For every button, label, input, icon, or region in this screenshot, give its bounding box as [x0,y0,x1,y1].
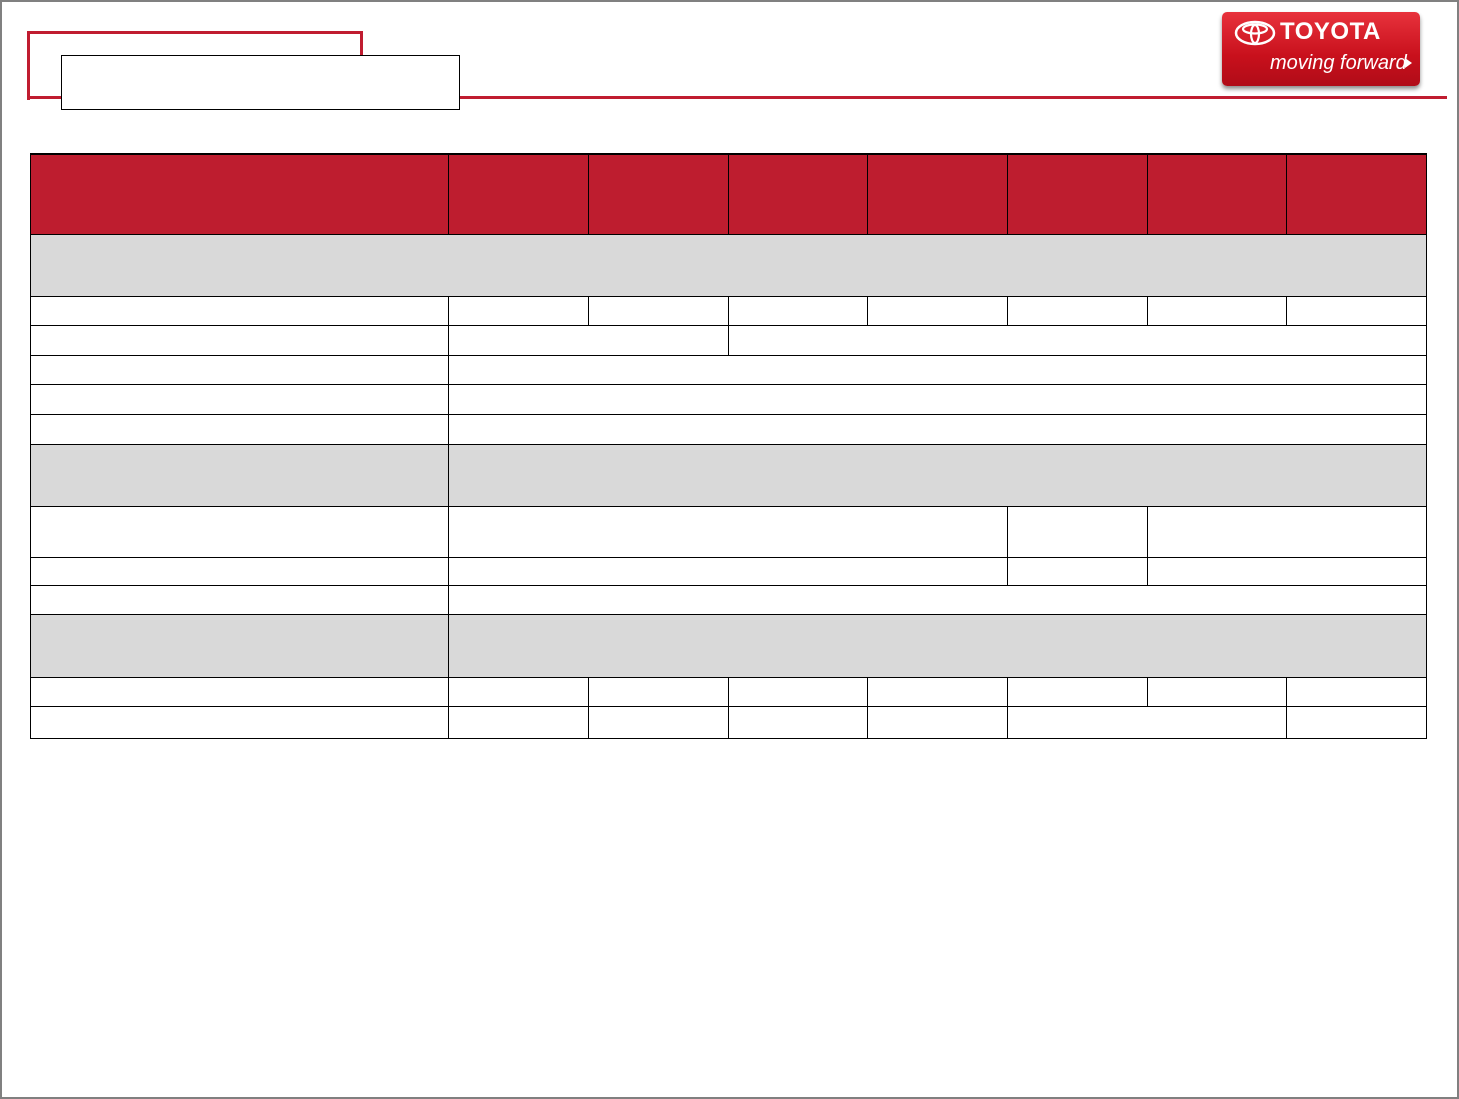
header-cell [30,153,449,235]
header-cell [1147,153,1287,235]
table-row [30,706,1427,739]
cell [867,706,1008,739]
cell [448,677,589,707]
section-row [30,234,1427,297]
cell [448,706,589,739]
cell [448,325,729,356]
cell [30,325,449,356]
cell [1007,706,1287,739]
cell [1286,677,1427,707]
section-row [30,614,1427,678]
cell [1147,296,1287,326]
header-cell [1286,153,1427,235]
cell [30,414,449,445]
page-title [61,55,460,110]
header-cell [448,153,589,235]
cell [448,557,1008,586]
cell [867,296,1008,326]
section-cell [30,444,449,507]
table-row [30,506,1427,558]
cell [448,384,1427,415]
cell [30,355,449,385]
toyota-logo: TOYOTA moving forward [1222,12,1420,86]
cell [867,677,1008,707]
cell [30,296,449,326]
cell [1007,506,1148,558]
section-cell [30,234,1427,297]
cell [448,506,1008,558]
header-row [30,153,1427,235]
logo-brand: TOYOTA [1280,18,1381,45]
cell [588,677,729,707]
section-row [30,444,1427,507]
cell [1286,706,1427,739]
triangle-right-icon [1405,58,1412,68]
cell [728,706,868,739]
cell [30,677,449,707]
cell [1007,296,1148,326]
cell [448,296,589,326]
cell [30,384,449,415]
cell [1007,677,1148,707]
cell [728,296,868,326]
table-row [30,296,1427,326]
cell [30,585,449,615]
cell [1147,557,1427,586]
header-cell [867,153,1008,235]
header-cell [1007,153,1148,235]
cell [448,585,1427,615]
cell [30,706,449,739]
cell [588,296,729,326]
cell [1007,557,1148,586]
table-row [30,557,1427,586]
cell [30,557,449,586]
cell [1147,506,1427,558]
logo-tagline: moving forward [1270,52,1407,74]
cell [448,355,1427,385]
header-cell [728,153,868,235]
table-row [30,585,1427,615]
cell [30,506,449,558]
cell [448,414,1427,445]
table-row [30,414,1427,445]
section-cell [448,614,1427,678]
cell [728,325,1427,356]
table-row [30,677,1427,707]
table-row [30,355,1427,385]
cell [588,706,729,739]
cell [1147,677,1287,707]
header-cell [588,153,729,235]
table-row [30,384,1427,415]
spec-table [30,153,1427,739]
header-divider [27,96,1447,99]
section-cell [448,444,1427,507]
toyota-emblem-icon [1234,20,1276,46]
cell [728,677,868,707]
cell [1286,296,1427,326]
section-cell [30,614,449,678]
table-row [30,325,1427,356]
